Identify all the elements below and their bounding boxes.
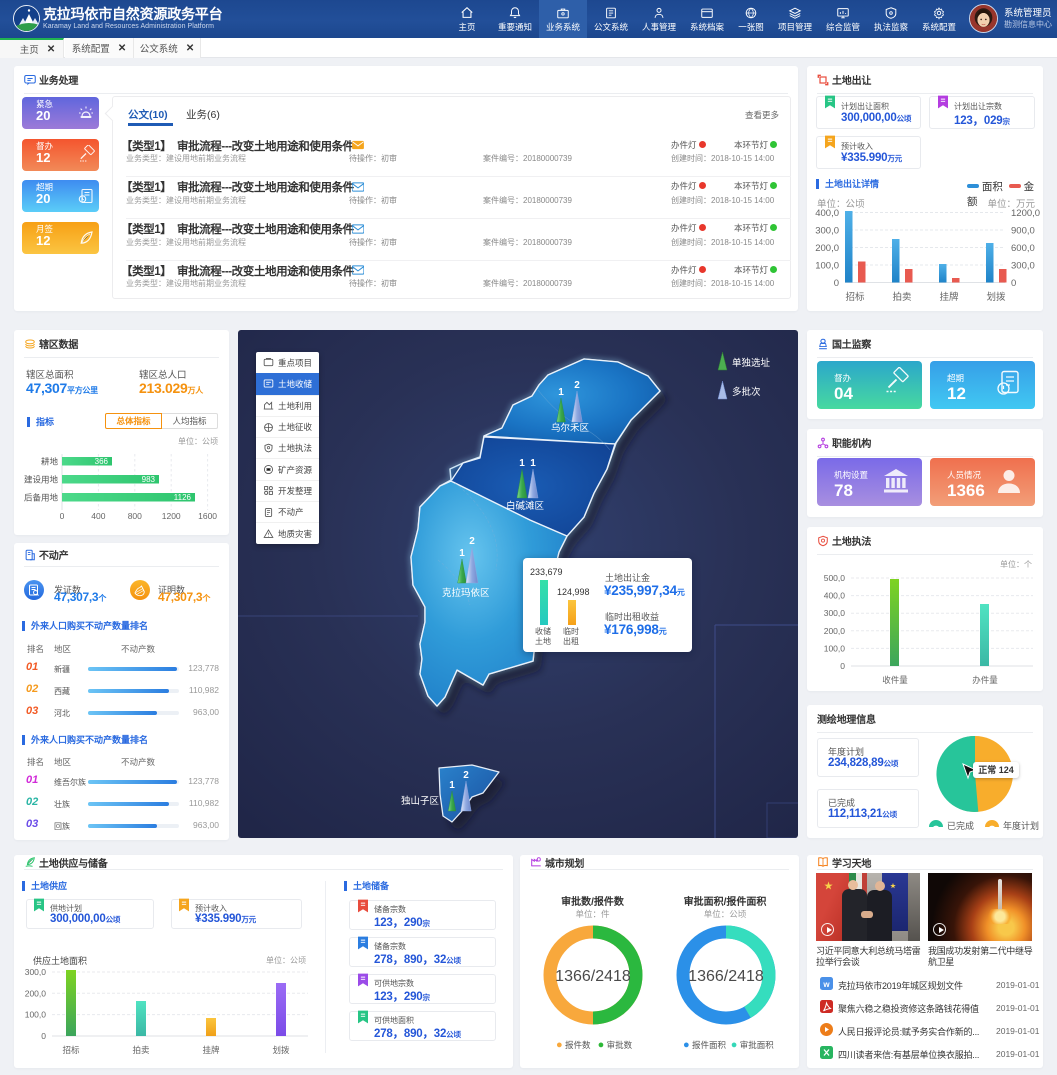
svg-text:耕地: 耕地: [41, 457, 59, 467]
svg-text:已完成: 已完成: [947, 820, 974, 830]
svg-text:600,0: 600,0: [1011, 243, 1035, 254]
svg-text:200,0: 200,0: [25, 988, 47, 998]
svg-text:100,0: 100,0: [815, 261, 839, 272]
svg-text:0: 0: [834, 278, 839, 289]
svg-text:1: 1: [449, 780, 455, 791]
svg-text:0: 0: [41, 1031, 46, 1041]
svg-text:挂牌: 挂牌: [202, 1045, 220, 1055]
svg-text:划拨: 划拨: [986, 291, 1006, 303]
svg-text:1126: 1126: [174, 493, 192, 502]
svg-text:300,0: 300,0: [25, 967, 47, 977]
svg-text:2: 2: [463, 770, 469, 781]
svg-text:400,0: 400,0: [815, 208, 839, 219]
svg-text:白碱滩区: 白碱滩区: [506, 500, 545, 512]
svg-text:100,0: 100,0: [824, 643, 846, 653]
svg-text:招标: 招标: [845, 291, 865, 303]
svg-text:办件量: 办件量: [972, 675, 998, 685]
svg-text:1200,0: 1200,0: [1011, 208, 1040, 219]
svg-text:年度计划: 年度计划: [1003, 820, 1039, 830]
svg-text:1366/2418: 1366/2418: [555, 968, 631, 985]
svg-text:1200: 1200: [162, 511, 181, 521]
svg-text:2: 2: [469, 536, 475, 547]
svg-text:克拉玛依区: 克拉玛依区: [442, 587, 490, 599]
svg-text:200,0: 200,0: [824, 626, 846, 636]
svg-text:招标: 招标: [62, 1045, 80, 1055]
svg-text:独山子区: 独山子区: [401, 795, 440, 807]
svg-text:1: 1: [519, 458, 525, 469]
svg-text:1366/2418: 1366/2418: [688, 968, 764, 985]
svg-text:300,0: 300,0: [824, 608, 846, 618]
svg-text:w: w: [822, 980, 830, 989]
svg-text:983: 983: [142, 475, 156, 484]
svg-text:拍卖: 拍卖: [892, 291, 911, 303]
svg-text:1600: 1600: [198, 511, 217, 521]
svg-text:1: 1: [459, 548, 465, 559]
svg-text:1: 1: [558, 387, 564, 398]
svg-text:300,0: 300,0: [815, 226, 839, 237]
svg-text:0: 0: [60, 511, 65, 521]
svg-text:400,0: 400,0: [824, 591, 846, 601]
svg-text:1: 1: [530, 458, 536, 469]
svg-text:0: 0: [840, 661, 845, 671]
svg-text:拍卖: 拍卖: [132, 1045, 150, 1055]
svg-text:0: 0: [1011, 278, 1016, 289]
svg-text:500,0: 500,0: [824, 575, 846, 583]
svg-text:400: 400: [91, 511, 105, 521]
svg-text:单独选址: 单独选址: [732, 357, 771, 369]
svg-text:挂牌: 挂牌: [939, 291, 959, 303]
svg-text:多批次: 多批次: [732, 386, 761, 398]
svg-text:乌尔禾区: 乌尔禾区: [551, 422, 590, 434]
svg-text:200,0: 200,0: [815, 243, 839, 254]
svg-text:100,0: 100,0: [25, 1010, 47, 1020]
svg-text:划拨: 划拨: [272, 1045, 290, 1055]
svg-text:建设用地: 建设用地: [24, 475, 59, 485]
svg-text:800: 800: [128, 511, 142, 521]
svg-text:300,0: 300,0: [1011, 261, 1035, 272]
svg-text:2: 2: [574, 380, 580, 391]
svg-text:后备用地: 后备用地: [24, 493, 59, 503]
svg-text:366: 366: [95, 457, 109, 466]
svg-text:900,0: 900,0: [1011, 226, 1035, 237]
svg-text:收件量: 收件量: [882, 675, 908, 685]
